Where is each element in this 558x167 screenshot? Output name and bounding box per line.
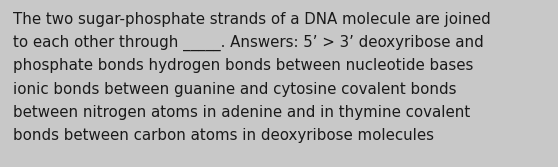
Text: between nitrogen atoms in adenine and in thymine covalent: between nitrogen atoms in adenine and in… [13,105,470,120]
Text: The two sugar-phosphate strands of a DNA molecule are joined: The two sugar-phosphate strands of a DNA… [13,12,490,27]
Text: to each other through _____. Answers: 5’ > 3’ deoxyribose and: to each other through _____. Answers: 5’… [13,35,484,51]
Text: bonds between carbon atoms in deoxyribose molecules: bonds between carbon atoms in deoxyribos… [13,128,434,143]
Text: ionic bonds between guanine and cytosine covalent bonds: ionic bonds between guanine and cytosine… [13,82,456,97]
Text: phosphate bonds hydrogen bonds between nucleotide bases: phosphate bonds hydrogen bonds between n… [13,58,473,73]
